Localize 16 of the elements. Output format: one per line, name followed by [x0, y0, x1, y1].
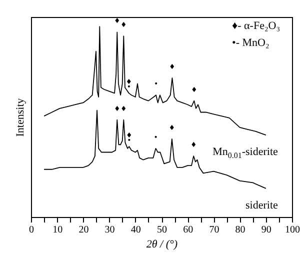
x-tick-label: 0	[29, 224, 34, 236]
x-axis-title: 2θ / (°)	[146, 238, 178, 250]
y-axis-title: Intensity	[14, 98, 26, 137]
x-tick-label: 90	[261, 224, 272, 236]
x-tick-label: 70	[209, 224, 220, 236]
x-tick-label: 60	[183, 224, 194, 236]
x-tick-label: 100	[285, 224, 300, 236]
x-tick-label: 40	[130, 224, 141, 236]
x-tick-label: 50	[157, 224, 167, 236]
x-tick-label: 30	[104, 224, 115, 236]
x-tick-label: 80	[235, 224, 246, 236]
x-tick-label: 10	[52, 224, 63, 236]
x-tick-label: 20	[78, 224, 89, 236]
annotation: •- MnO₂	[232, 37, 270, 49]
series-label: siderite	[246, 199, 278, 212]
annotation: ♦- α-Fe₂O₃	[232, 20, 280, 32]
